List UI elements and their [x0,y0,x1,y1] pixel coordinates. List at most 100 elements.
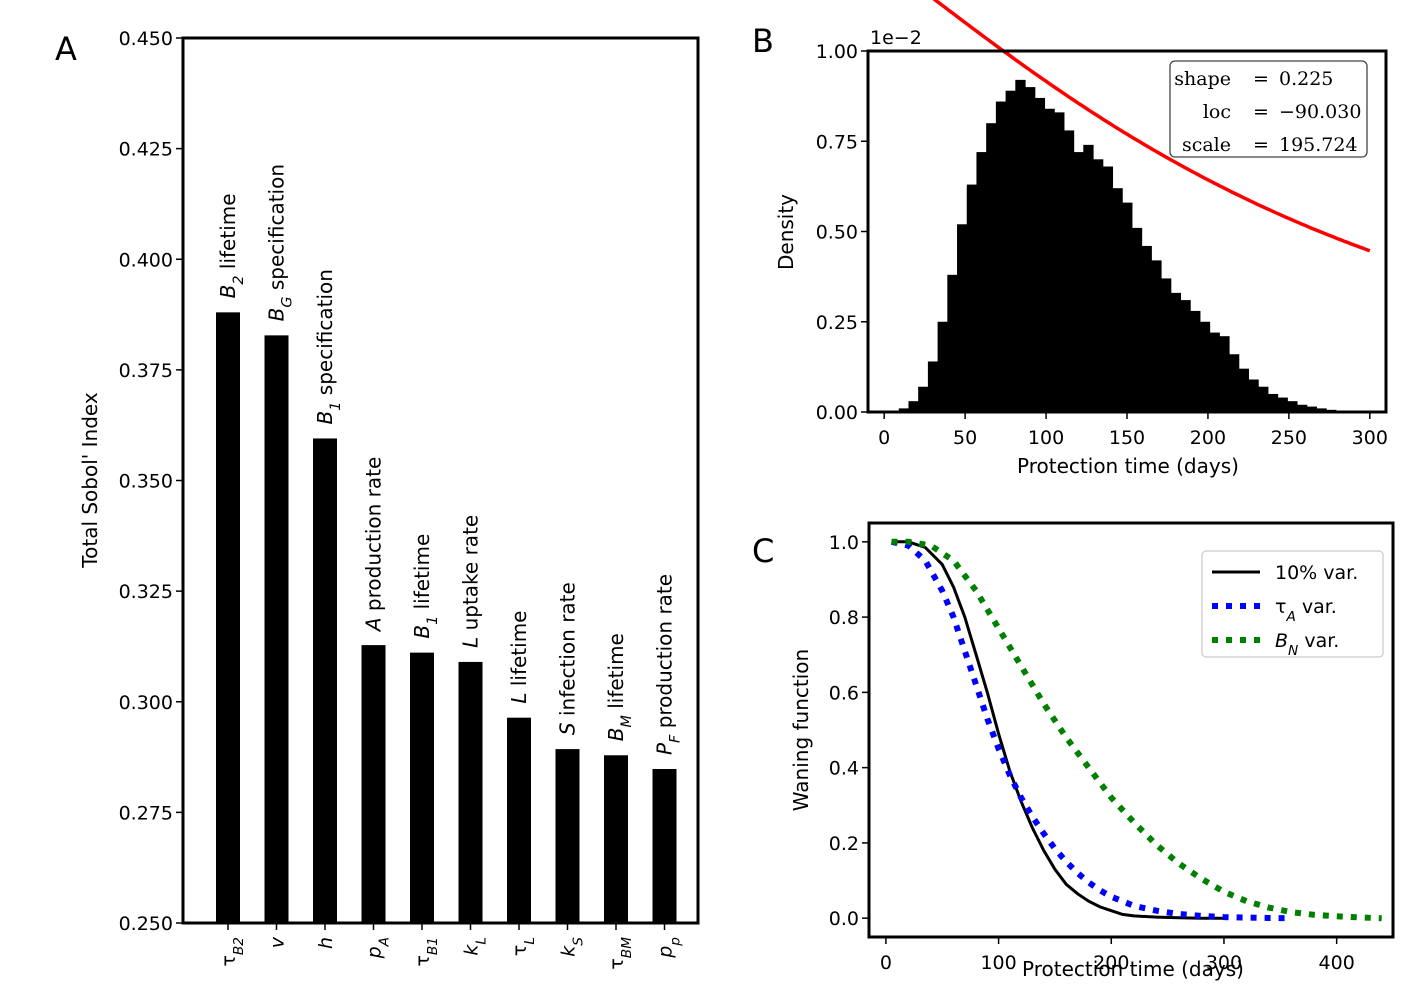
hist-bar [1296,404,1308,412]
bar-label: B1 lifetime [410,534,441,639]
param-name: loc [1203,101,1231,123]
hist-bar [1238,368,1250,412]
bar-label: BM lifetime [604,633,635,741]
bar-label: B2 lifetime [216,193,247,298]
legend-label: BN var. [1275,630,1339,659]
y-tick-label: 0.75 [816,131,858,153]
hist-bar [947,274,958,412]
panel-c-ylabel: Waning function [789,649,813,811]
y-tick-label: 0.350 [119,471,173,493]
hist-bar [1044,108,1055,412]
y-tick-label: 0.275 [119,802,173,824]
panel-a-ylabel: Total Sobol' Index [78,392,102,569]
x-tick-label: 200 [1093,952,1129,974]
y-tick-label: 0.425 [119,139,173,161]
y-tick-label: 0.6 [829,682,859,704]
hist-bar [1093,159,1104,412]
y-tick-label: 0.25 [816,312,858,334]
x-tick-label: 150 [1109,427,1145,449]
panel-label-b: B [752,22,774,60]
y-tick-label: 0.375 [119,360,173,382]
param-box [1169,60,1368,158]
hist-bar [1228,354,1240,412]
hist-bar [1277,397,1288,412]
hist-bar [1287,401,1298,412]
x-tick-label: 0 [878,427,890,449]
param-value: 195.724 [1279,134,1358,156]
bar-label: B1 specification [313,269,344,424]
param-eq: = [1253,101,1269,123]
hist-bar [937,321,948,412]
hist-bar [1025,87,1036,412]
panel-b-ylabel: Density [774,194,798,270]
y-tick-label: 0.50 [816,222,858,244]
bar [361,645,386,923]
param-value: 0.225 [1279,68,1333,90]
y-tick-label: 0.450 [119,28,173,50]
x-tick-label: pA [364,937,393,959]
hist-bar [1063,130,1075,413]
x-tick-label: 300 [1352,427,1388,449]
legend-label: τA var. [1275,596,1337,625]
x-tick-label: τL [509,937,538,956]
bar [458,661,483,923]
panel-b-xlabel: Protection time (days) [1017,454,1239,478]
x-tick-label: τB2 [218,937,247,967]
x-tick-label: v [267,936,289,948]
bar-label: L lifetime [507,611,531,704]
hist-bar [976,152,987,412]
panel-b-histogram: 0 50 100 150 200 250 300 0.00 0.25 0.50 0.75 1.00 sh… [816,0,1388,449]
hist-bar [1034,97,1046,413]
y-tick-label: 0.0 [829,908,859,930]
x-tick-label: 0 [880,952,892,974]
hist-bar [966,184,978,412]
y-tick-label: 0.300 [119,692,173,714]
hist-bar [1073,152,1084,412]
y-tick-label: 0.2 [829,833,859,855]
x-tick-label: 100 [980,952,1016,974]
panel-b-offset-text: 1e−2 [870,27,922,49]
hist-bar [908,401,919,412]
legend-label: 10% var. [1275,562,1358,584]
hist-bar [986,123,997,412]
x-tick-label: τB1 [412,937,441,967]
hist-bar [1005,90,1016,413]
y-tick-label: 0.4 [829,758,859,780]
hist-bar [1258,386,1269,412]
plot-frame [181,36,700,925]
x-tick-label: 200 [1190,427,1226,449]
x-tick-label: τBM [606,937,635,970]
param-eq: = [1253,134,1269,156]
panel-label-c: C [752,532,774,570]
hist-bar [1131,227,1143,412]
hist-bar [1199,321,1211,412]
hist-bar [1160,278,1172,412]
series-line [890,538,1292,922]
bar-label: L uptake rate [459,515,483,648]
hist-bar [1122,202,1133,412]
hist-bar [1054,112,1065,413]
hist-bar [927,361,939,412]
y-tick-label: 1.0 [829,532,859,554]
bar [410,652,434,923]
y-tick-label: 0.250 [119,913,173,935]
hist-bar [1015,79,1026,412]
x-tick-label: h [315,937,337,949]
bar [216,312,240,924]
bar [555,749,580,923]
plot-frame [866,49,1388,414]
bar-label: S infection rate [556,582,580,735]
hist-bar [1141,245,1152,412]
hist-bar [1151,260,1162,412]
hist-bar [1102,166,1114,412]
hist-bar [1170,292,1182,412]
y-tick-label: 0.400 [119,249,173,271]
param-value: −90.030 [1279,101,1361,123]
hist-bar [1180,300,1191,412]
hist-bar [1306,406,1317,412]
param-name: scale [1182,134,1231,156]
hist-bar [1316,408,1327,412]
hist-bar [1219,336,1230,412]
bar [313,438,337,923]
